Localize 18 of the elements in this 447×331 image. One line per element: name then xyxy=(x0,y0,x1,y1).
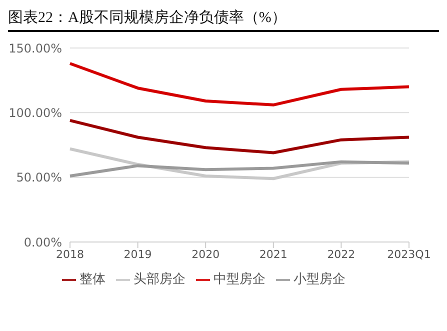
y-tick-label: 100.00% xyxy=(8,106,62,120)
legend-label: 中型房企 xyxy=(214,271,266,286)
y-tick-label: 50.00% xyxy=(16,170,62,185)
line-series xyxy=(68,118,410,154)
legend-label: 头部房企 xyxy=(134,271,186,286)
line-series xyxy=(68,160,410,178)
y-tick-label: 150.00% xyxy=(8,41,62,56)
legend-label: 整体 xyxy=(80,271,106,286)
x-tick-label: 2021 xyxy=(259,248,288,261)
line-series xyxy=(68,62,410,106)
x-tick-label: 2019 xyxy=(124,248,152,261)
y-tick-label: 0.00% xyxy=(24,235,62,250)
x-tick-label: 2022 xyxy=(327,248,356,261)
chart-title: 图表22：A股不同规模房企净负债率（%） xyxy=(8,8,439,32)
x-tick-label: 2020 xyxy=(192,248,220,261)
x-tick-label: 2023Q1 xyxy=(387,248,431,261)
x-tick-label: 2018 xyxy=(56,248,84,261)
legend-label: 小型房企 xyxy=(294,271,346,286)
